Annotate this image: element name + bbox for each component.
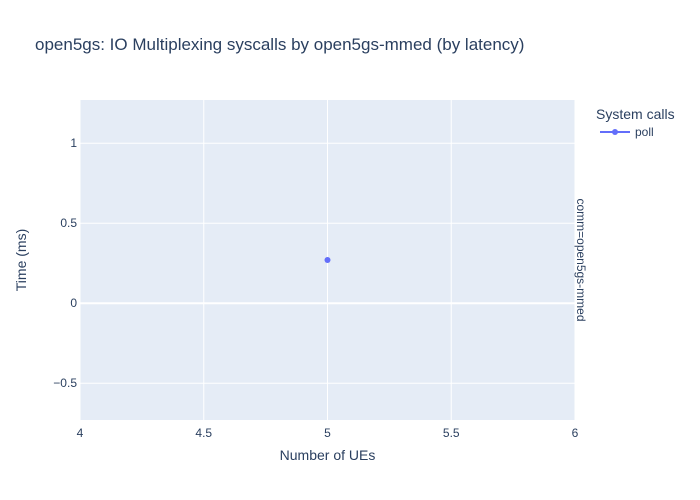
legend-item-poll[interactable]: poll — [600, 125, 654, 139]
x-tick-label: 5.5 — [443, 426, 460, 440]
y-tick-label: 0 — [70, 296, 77, 310]
x-tick-label: 4.5 — [195, 426, 212, 440]
x-tick-label: 4 — [77, 426, 84, 440]
legend[interactable]: System calls poll — [596, 106, 675, 139]
x-tick-label: 6 — [572, 426, 579, 440]
legend-title: System calls — [596, 106, 675, 122]
data-point-poll[interactable] — [324, 257, 331, 263]
x-tick-label: 5 — [324, 426, 331, 440]
legend-item-label: poll — [635, 125, 654, 139]
x-axis-title: Number of UEs — [280, 447, 376, 463]
chart-title: open5gs: IO Multiplexing syscalls by ope… — [35, 35, 524, 54]
data-marks — [324, 257, 331, 263]
y-axis-title: Time (ms) — [13, 229, 29, 291]
facet-label: comm=open5gs-mmed — [574, 198, 588, 321]
y-tick-label: 0.5 — [60, 216, 77, 230]
y-tick-label: −0.5 — [53, 376, 77, 390]
legend-marker-icon — [612, 129, 618, 135]
y-tick-label: 1 — [70, 136, 77, 150]
tick-labels: 4 4.5 5 5.5 6 −0.5 0 0.5 1 — [53, 136, 578, 440]
